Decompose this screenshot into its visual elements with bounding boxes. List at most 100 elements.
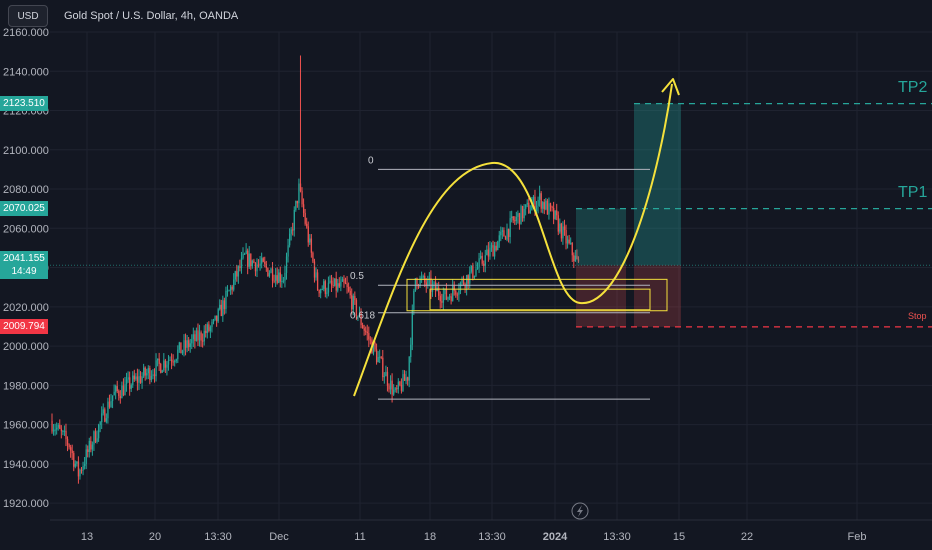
candle-body <box>161 370 163 373</box>
zone-box-inner[interactable] <box>429 288 651 311</box>
candle-body <box>397 381 400 390</box>
candle-body <box>408 357 410 381</box>
projection-curve[interactable] <box>353 83 673 397</box>
candle-body <box>475 268 477 276</box>
candle-body <box>389 380 392 390</box>
candle-body <box>399 381 401 385</box>
candle-body <box>531 204 533 211</box>
candle-body <box>344 283 347 285</box>
time-tick-label: 13:30 <box>204 531 232 543</box>
candle-body <box>102 409 104 414</box>
candle-body <box>419 277 421 287</box>
symbol-title[interactable]: Gold Spot / U.S. Dollar, 4h, OANDA <box>64 10 239 22</box>
candle-body <box>94 431 97 442</box>
candle-body <box>396 388 398 390</box>
candle-body <box>542 202 544 209</box>
candle-body <box>528 202 530 214</box>
candle-body <box>115 386 117 392</box>
candle-body <box>153 374 156 377</box>
candle-body <box>205 330 207 334</box>
candle-body <box>326 292 328 294</box>
candle-body <box>262 258 264 262</box>
candle-body <box>577 259 580 262</box>
candle-body <box>70 447 72 451</box>
candle-body <box>144 367 146 376</box>
candle-body <box>273 280 275 282</box>
price-tick-label: 1960.000 <box>3 420 49 432</box>
candle-body <box>503 230 505 237</box>
candle-body <box>427 278 429 286</box>
candle-body <box>545 200 547 210</box>
candle-body <box>407 377 409 381</box>
candle-body <box>170 359 173 362</box>
candle-body <box>360 313 362 325</box>
time-axis[interactable]: 13 20 13:30 Dec 11 18 13:30 2024 13:30 15 22 Feb <box>50 519 932 543</box>
candle-body <box>52 429 55 432</box>
candle-body <box>559 223 561 232</box>
time-tick-label: 13:30 <box>478 531 506 543</box>
candle-body <box>132 375 134 386</box>
candle-body <box>490 245 493 248</box>
candle-body <box>259 263 261 265</box>
candle-body <box>96 438 98 442</box>
candle-body <box>62 430 64 432</box>
candle-body <box>368 333 370 340</box>
lightning-icon[interactable] <box>571 502 589 520</box>
candle-body <box>233 279 235 290</box>
current-price-badge: 2041.155 14:49 <box>0 251 48 280</box>
candle-body <box>57 424 59 428</box>
candle-body <box>351 295 353 310</box>
candle-body <box>240 258 243 269</box>
candle-body <box>91 444 94 450</box>
candle-body <box>341 279 344 282</box>
candle-body <box>445 288 448 300</box>
candle-body <box>111 395 114 401</box>
candle-body <box>464 284 466 289</box>
candle-body <box>500 231 502 236</box>
candle-body <box>518 213 521 225</box>
candle-body <box>543 202 545 210</box>
candle-body <box>290 229 292 234</box>
candle-body <box>231 286 233 290</box>
candle-body <box>400 384 403 391</box>
candle-body <box>164 360 167 368</box>
candle-body <box>563 226 566 231</box>
candle-body <box>529 210 532 214</box>
candle-body <box>84 464 86 466</box>
candle-body <box>452 285 454 302</box>
price-tick-label: 2060.000 <box>3 223 49 235</box>
candle-body <box>116 386 118 392</box>
candle-body <box>553 207 555 219</box>
candle-body <box>157 358 159 361</box>
candle-body <box>361 324 364 329</box>
candle-body <box>97 424 100 439</box>
candle-body <box>301 190 303 205</box>
candle-body <box>302 204 305 213</box>
time-tick-label: 18 <box>424 531 436 543</box>
candle-body <box>425 282 427 286</box>
currency-button[interactable]: USD <box>8 5 48 27</box>
candle-body <box>127 377 129 380</box>
candle-body <box>481 255 483 264</box>
candle-body <box>455 290 457 295</box>
drawing-overlays: 0 0.5 0.618 <box>50 78 932 520</box>
candle-body <box>101 413 103 423</box>
zone-box-outer[interactable] <box>406 278 668 312</box>
time-tick-label: 13:30 <box>603 531 631 543</box>
candle-body <box>203 330 205 342</box>
candle-body <box>337 283 339 291</box>
candle-body <box>546 200 549 215</box>
candle-body <box>108 401 111 407</box>
candle-body <box>355 300 358 317</box>
candle-body <box>298 183 300 204</box>
candle-body <box>202 340 204 342</box>
candle-body <box>509 218 511 238</box>
candle-body <box>394 388 396 390</box>
candle-body <box>253 260 255 263</box>
candle-body <box>74 463 76 467</box>
candle-body <box>152 374 154 376</box>
tp1-label: TP1 <box>898 183 928 201</box>
candle-body <box>346 283 348 287</box>
candle-body <box>571 243 573 256</box>
